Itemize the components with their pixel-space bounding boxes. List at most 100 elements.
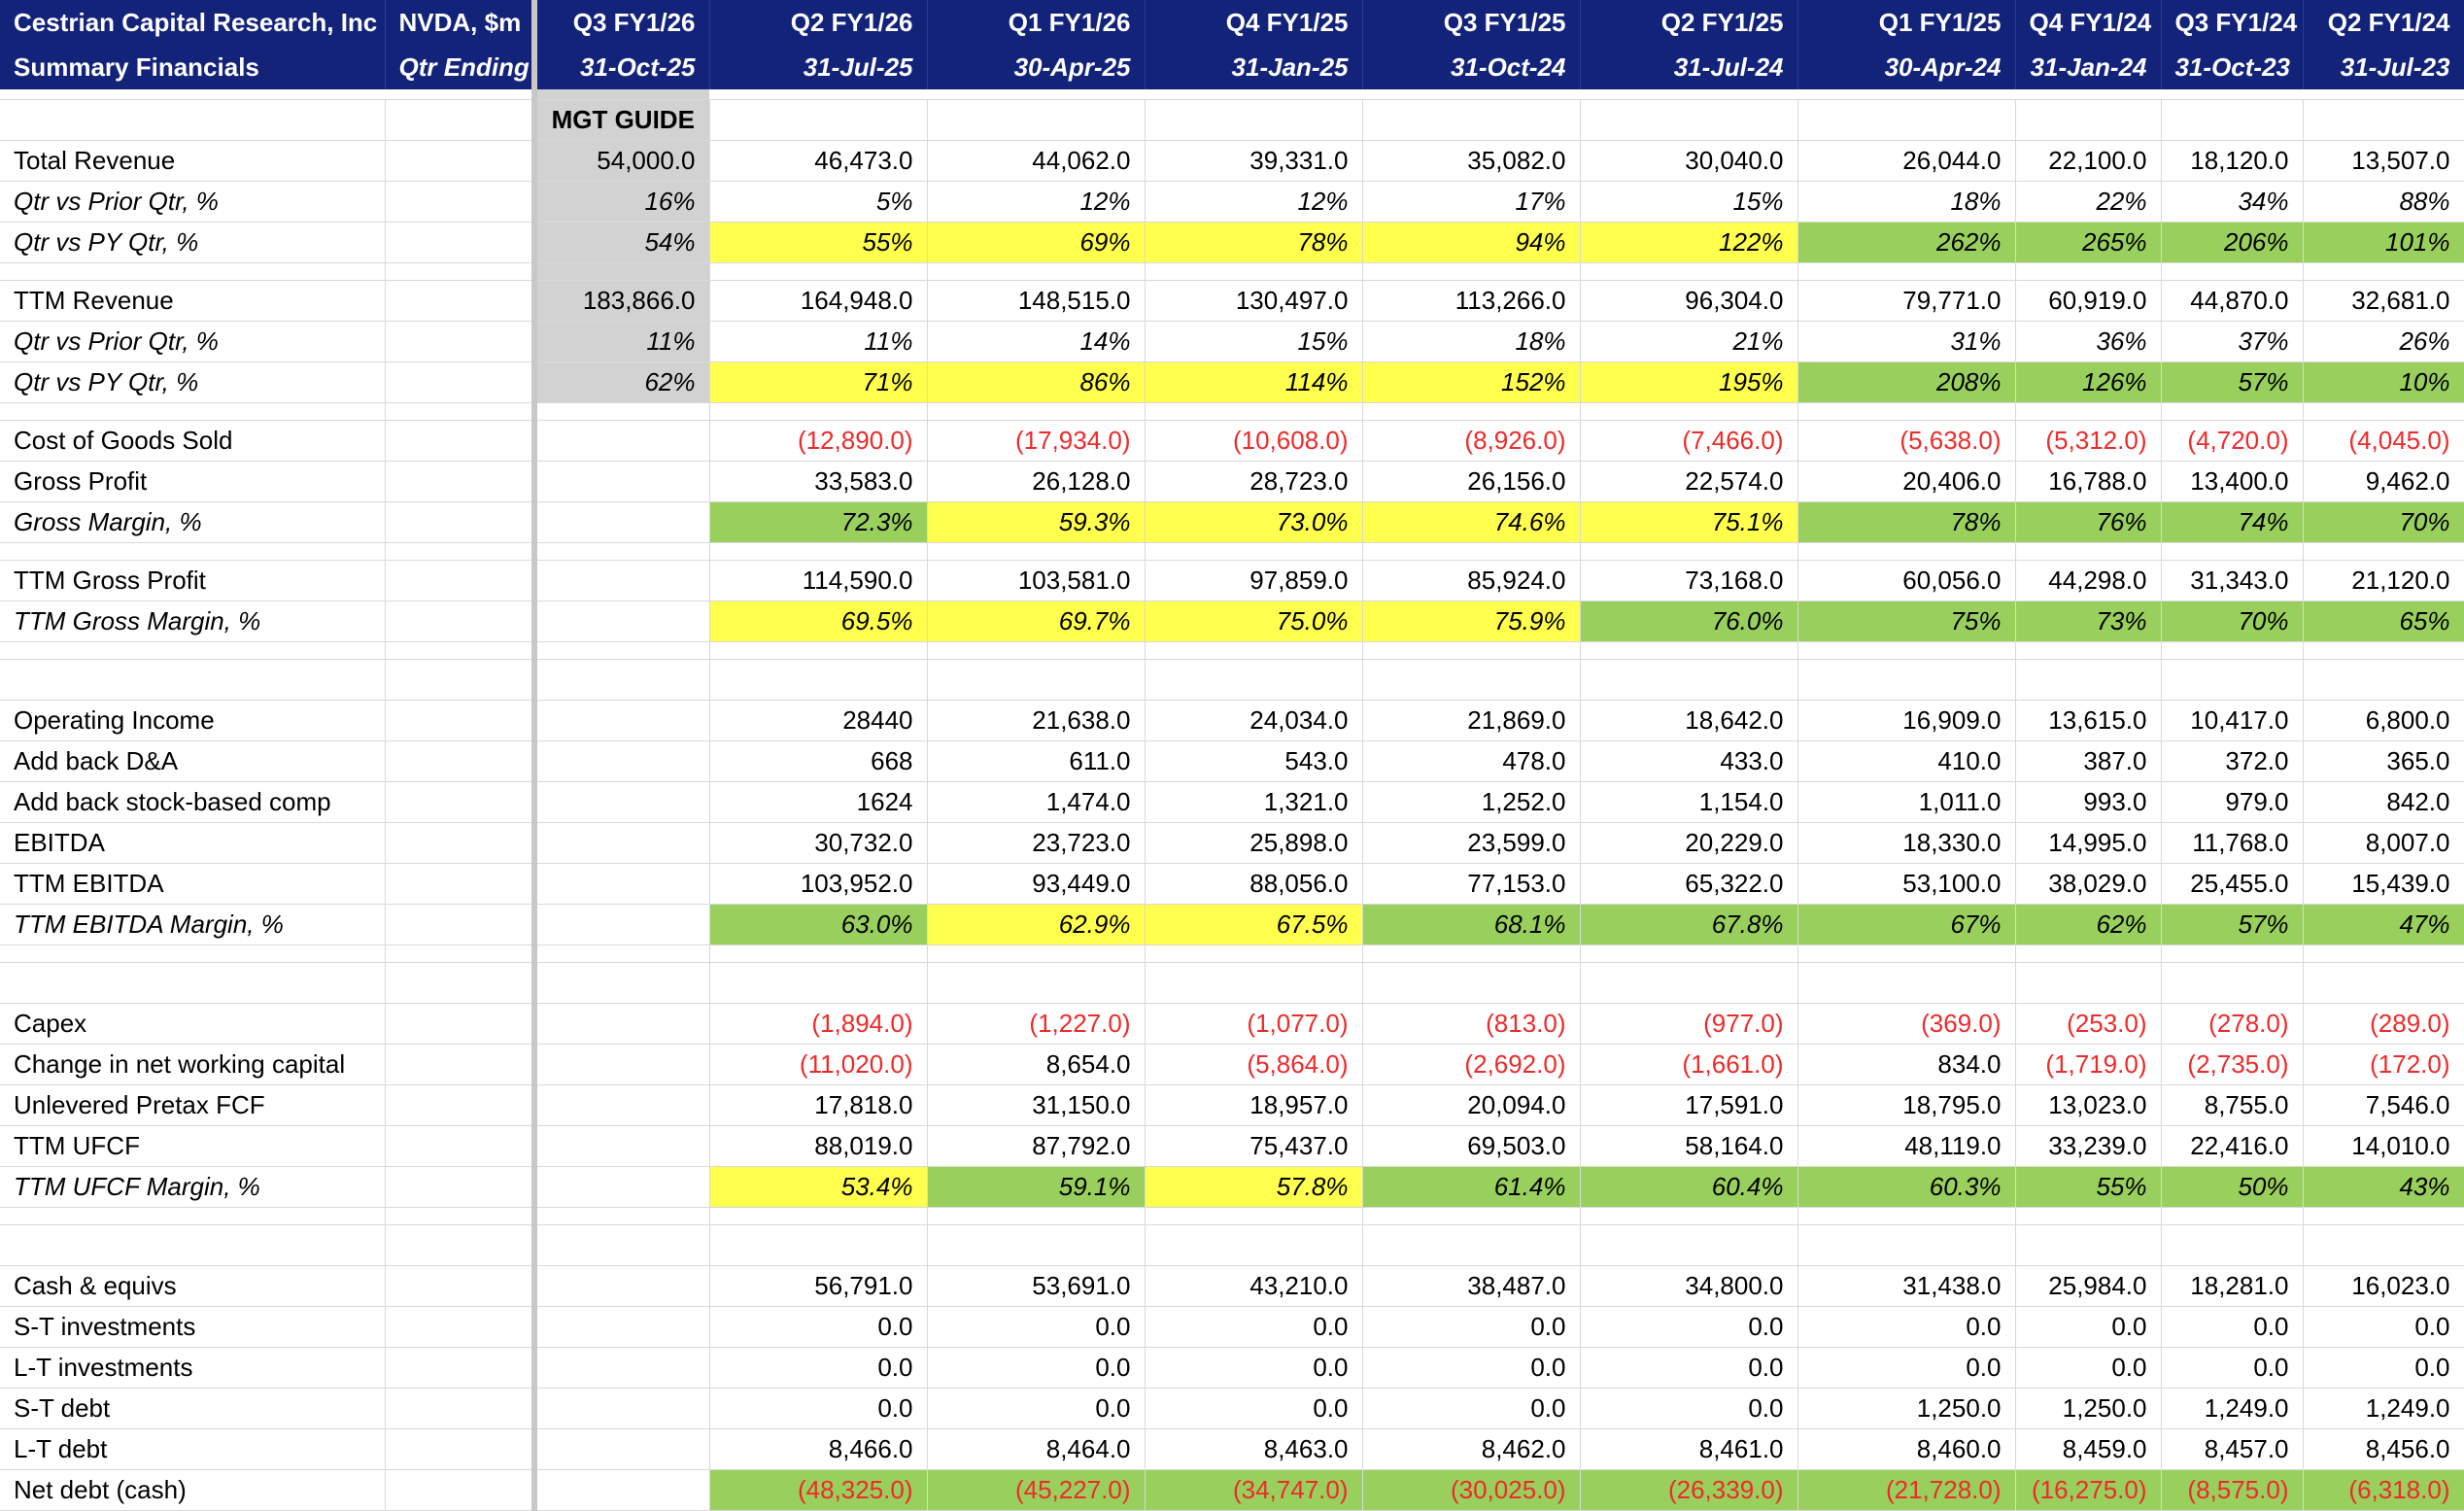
value-cell[interactable]: 14,995.0 [2015, 822, 2162, 864]
value-cell[interactable]: 48,119.0 [1797, 1125, 2016, 1167]
value-cell[interactable]: 18% [1362, 321, 1581, 362]
value-cell[interactable]: 8,459.0 [2015, 1428, 2162, 1470]
value-cell[interactable]: 16,909.0 [1797, 700, 2016, 741]
value-cell[interactable]: 8,755.0 [2161, 1084, 2304, 1126]
value-cell[interactable]: 74% [2161, 501, 2304, 543]
guide-value-cell[interactable]: 54,000.0 [534, 140, 710, 182]
value-cell[interactable]: 11% [709, 321, 928, 362]
guide-value-cell[interactable] [534, 904, 710, 945]
value-cell[interactable]: 73.0% [1145, 501, 1363, 543]
value-cell[interactable]: 1,250.0 [2015, 1388, 2162, 1429]
value-cell[interactable]: 13,400.0 [2161, 461, 2304, 502]
value-cell[interactable]: 25,984.0 [2015, 1265, 2162, 1307]
value-cell[interactable]: 12% [927, 181, 1146, 223]
value-cell[interactable]: (2,692.0) [1362, 1044, 1581, 1085]
value-cell[interactable]: 365.0 [2303, 740, 2464, 782]
guide-value-cell[interactable] [534, 1347, 710, 1389]
value-cell[interactable]: (8,926.0) [1362, 420, 1581, 462]
value-cell[interactable]: 113,266.0 [1362, 280, 1581, 322]
guide-value-cell[interactable] [534, 700, 710, 741]
value-cell[interactable]: 0.0 [1145, 1388, 1363, 1429]
value-cell[interactable]: 1,250.0 [1797, 1388, 2016, 1429]
value-cell[interactable]: 21% [1580, 321, 1798, 362]
value-cell[interactable]: 0.0 [1580, 1347, 1798, 1389]
value-cell[interactable]: (30,025.0) [1362, 1469, 1581, 1511]
value-cell[interactable]: 57.8% [1145, 1166, 1363, 1208]
value-cell[interactable]: 122% [1580, 222, 1798, 263]
value-cell[interactable]: 56,791.0 [709, 1265, 928, 1307]
row-label[interactable]: Change in net working capital [0, 1044, 386, 1085]
value-cell[interactable]: 23,599.0 [1362, 822, 1581, 864]
value-cell[interactable]: 206% [2161, 222, 2304, 263]
value-cell[interactable]: 75.0% [1145, 601, 1363, 642]
value-cell[interactable]: 55% [709, 222, 928, 263]
guide-value-cell[interactable] [534, 1166, 710, 1208]
guide-value-cell[interactable]: 11% [534, 321, 710, 362]
value-cell[interactable]: 262% [1797, 222, 2016, 263]
empty-cell[interactable] [385, 181, 537, 223]
empty-cell[interactable] [385, 560, 537, 601]
value-cell[interactable]: 14% [927, 321, 1146, 362]
row-label[interactable]: Net debt (cash) [0, 1469, 386, 1511]
value-cell[interactable]: 32,681.0 [2303, 280, 2464, 322]
value-cell[interactable]: (10,608.0) [1145, 420, 1363, 462]
value-cell[interactable]: 50% [2161, 1166, 2304, 1208]
value-cell[interactable]: 18,957.0 [1145, 1084, 1363, 1126]
row-label[interactable]: TTM EBITDA [0, 863, 386, 905]
value-cell[interactable]: 70% [2303, 501, 2464, 543]
guide-value-cell[interactable]: 54% [534, 222, 710, 263]
value-cell[interactable]: 43,210.0 [1145, 1265, 1363, 1307]
value-cell[interactable]: 39,331.0 [1145, 140, 1363, 182]
value-cell[interactable]: 8,654.0 [927, 1044, 1146, 1085]
value-cell[interactable]: (4,720.0) [2161, 420, 2304, 462]
value-cell[interactable]: 33,583.0 [709, 461, 928, 502]
value-cell[interactable]: 20,094.0 [1362, 1084, 1581, 1126]
value-cell[interactable]: 1,249.0 [2161, 1388, 2304, 1429]
row-label[interactable]: Qtr vs PY Qtr, % [0, 222, 386, 263]
value-cell[interactable]: 103,581.0 [927, 560, 1146, 601]
empty-cell[interactable] [385, 361, 537, 403]
value-cell[interactable]: 24,034.0 [1145, 700, 1363, 741]
value-cell[interactable]: 77,153.0 [1362, 863, 1581, 905]
value-cell[interactable]: (172.0) [2303, 1044, 2464, 1085]
value-cell[interactable]: 22,416.0 [2161, 1125, 2304, 1167]
value-cell[interactable]: 126% [2015, 361, 2162, 403]
value-cell[interactable]: (5,312.0) [2015, 420, 2162, 462]
value-cell[interactable]: (2,735.0) [2161, 1044, 2304, 1085]
value-cell[interactable]: 0.0 [1362, 1388, 1581, 1429]
value-cell[interactable]: 21,120.0 [2303, 560, 2464, 601]
value-cell[interactable]: (813.0) [1362, 1003, 1581, 1045]
value-cell[interactable]: 65,322.0 [1580, 863, 1798, 905]
value-cell[interactable]: 61.4% [1362, 1166, 1581, 1208]
empty-cell[interactable] [385, 1469, 537, 1511]
empty-cell[interactable] [385, 1306, 537, 1348]
value-cell[interactable]: 0.0 [1797, 1306, 2016, 1348]
value-cell[interactable]: 0.0 [1145, 1306, 1363, 1348]
value-cell[interactable]: (7,466.0) [1580, 420, 1798, 462]
value-cell[interactable]: 148,515.0 [927, 280, 1146, 322]
value-cell[interactable]: 34,800.0 [1580, 1265, 1798, 1307]
value-cell[interactable]: 0.0 [1362, 1306, 1581, 1348]
value-cell[interactable]: 265% [2015, 222, 2162, 263]
value-cell[interactable]: 78% [1797, 501, 2016, 543]
value-cell[interactable]: 57% [2161, 361, 2304, 403]
row-label[interactable]: EBITDA [0, 822, 386, 864]
row-label[interactable]: L-T investments [0, 1347, 386, 1389]
value-cell[interactable]: 38,487.0 [1362, 1265, 1581, 1307]
value-cell[interactable]: 88% [2303, 181, 2464, 223]
guide-value-cell[interactable] [534, 863, 710, 905]
value-cell[interactable]: (26,339.0) [1580, 1469, 1798, 1511]
value-cell[interactable]: 1,249.0 [2303, 1388, 2464, 1429]
value-cell[interactable]: (5,638.0) [1797, 420, 2016, 462]
row-label[interactable]: Cost of Goods Sold [0, 420, 386, 462]
value-cell[interactable]: 53,100.0 [1797, 863, 2016, 905]
row-label[interactable]: Qtr vs Prior Qtr, % [0, 181, 386, 223]
value-cell[interactable]: 9,462.0 [2303, 461, 2464, 502]
value-cell[interactable]: 12% [1145, 181, 1363, 223]
value-cell[interactable]: 20,406.0 [1797, 461, 2016, 502]
value-cell[interactable]: 69,503.0 [1362, 1125, 1581, 1167]
value-cell[interactable]: 33,239.0 [2015, 1125, 2162, 1167]
row-label[interactable]: TTM Revenue [0, 280, 386, 322]
row-label[interactable]: S-T debt [0, 1388, 386, 1429]
value-cell[interactable]: 543.0 [1145, 740, 1363, 782]
